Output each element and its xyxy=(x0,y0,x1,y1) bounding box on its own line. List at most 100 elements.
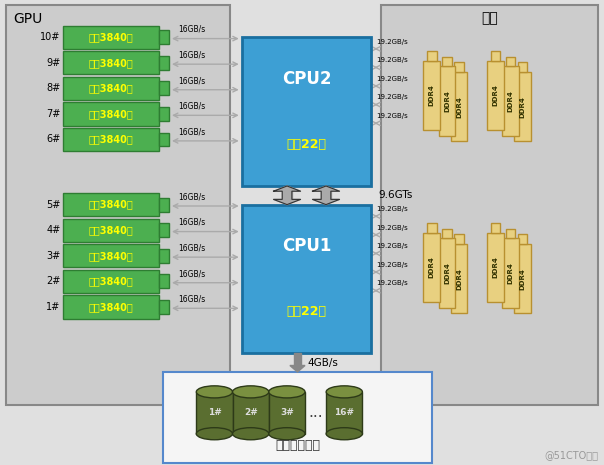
Ellipse shape xyxy=(269,386,305,398)
Text: 19.2GB/s: 19.2GB/s xyxy=(376,57,408,63)
Text: 16GB/s: 16GB/s xyxy=(178,218,205,227)
Bar xyxy=(63,26,158,49)
Text: 最大3840核: 最大3840核 xyxy=(89,251,133,261)
Text: 海量并行存储: 海量并行存储 xyxy=(275,439,320,452)
Text: DDR4: DDR4 xyxy=(492,85,498,106)
Bar xyxy=(63,102,158,126)
Bar xyxy=(163,372,432,463)
Text: 8#: 8# xyxy=(46,83,60,93)
Text: 最大22核: 最大22核 xyxy=(286,305,327,318)
Text: DDR4: DDR4 xyxy=(519,268,525,290)
Bar xyxy=(423,232,440,302)
Bar xyxy=(158,107,169,121)
Text: 3#: 3# xyxy=(46,251,60,261)
Bar xyxy=(502,66,519,136)
Bar xyxy=(487,232,504,302)
Polygon shape xyxy=(294,353,301,365)
Text: 2#: 2# xyxy=(244,408,257,417)
Text: 最大3840核: 最大3840核 xyxy=(89,225,133,235)
Text: 10#: 10# xyxy=(40,32,60,42)
Ellipse shape xyxy=(269,428,305,440)
Text: 9.6GTs: 9.6GTs xyxy=(379,190,413,200)
Polygon shape xyxy=(290,365,305,372)
Text: 19.2GB/s: 19.2GB/s xyxy=(376,225,408,231)
Text: 3#: 3# xyxy=(280,408,294,417)
Text: 最大3840核: 最大3840核 xyxy=(89,32,133,42)
Text: 19.2GB/s: 19.2GB/s xyxy=(376,113,408,119)
Text: 1#: 1# xyxy=(46,302,60,312)
Polygon shape xyxy=(321,191,331,199)
Bar xyxy=(451,72,467,141)
Bar xyxy=(63,77,158,100)
Bar xyxy=(233,392,269,434)
Text: 4GB/s: 4GB/s xyxy=(307,358,338,368)
Bar xyxy=(158,56,169,70)
Bar xyxy=(158,274,169,288)
Bar xyxy=(242,205,371,353)
Bar xyxy=(158,249,169,263)
Bar xyxy=(427,51,437,60)
Bar xyxy=(158,300,169,314)
Polygon shape xyxy=(312,186,339,191)
Bar xyxy=(490,51,500,60)
Bar xyxy=(63,295,158,319)
Bar xyxy=(381,5,598,405)
Bar xyxy=(454,234,464,244)
Bar xyxy=(514,244,531,313)
Bar xyxy=(6,5,230,405)
Text: 最大3840核: 最大3840核 xyxy=(89,134,133,145)
Bar xyxy=(514,72,531,141)
Text: CPU2: CPU2 xyxy=(282,70,331,88)
Text: 最大3840核: 最大3840核 xyxy=(89,83,133,93)
Text: DDR4: DDR4 xyxy=(507,90,513,112)
Text: 6#: 6# xyxy=(46,134,60,145)
Bar xyxy=(63,270,158,293)
Bar xyxy=(427,223,437,232)
Bar xyxy=(506,57,515,66)
Ellipse shape xyxy=(233,428,269,440)
Text: 19.2GB/s: 19.2GB/s xyxy=(376,39,408,45)
Bar xyxy=(158,198,169,212)
Text: 16GB/s: 16GB/s xyxy=(178,295,205,304)
Bar xyxy=(502,238,519,308)
Ellipse shape xyxy=(326,386,362,398)
Text: 最大3840核: 最大3840核 xyxy=(89,58,133,68)
Ellipse shape xyxy=(196,428,233,440)
Text: 19.2GB/s: 19.2GB/s xyxy=(376,280,408,286)
Text: 7#: 7# xyxy=(46,109,60,119)
Bar xyxy=(451,244,467,313)
Text: DDR4: DDR4 xyxy=(519,96,525,118)
Ellipse shape xyxy=(233,386,269,398)
Text: 9#: 9# xyxy=(46,58,60,68)
Text: 最大3840核: 最大3840核 xyxy=(89,199,133,210)
Bar xyxy=(158,30,169,44)
Bar xyxy=(63,128,158,151)
Ellipse shape xyxy=(326,428,362,440)
Bar xyxy=(439,66,455,136)
Text: 最大22核: 最大22核 xyxy=(286,138,327,151)
Text: 16GB/s: 16GB/s xyxy=(178,193,205,201)
Text: 16GB/s: 16GB/s xyxy=(178,269,205,278)
Text: GPU: GPU xyxy=(13,12,42,26)
Bar xyxy=(423,60,440,130)
Text: ...: ... xyxy=(308,405,323,420)
Bar xyxy=(326,392,362,434)
Bar xyxy=(487,60,504,130)
Text: 内存: 内存 xyxy=(481,12,498,26)
Text: 19.2GB/s: 19.2GB/s xyxy=(376,94,408,100)
Text: 最大3840核: 最大3840核 xyxy=(89,109,133,119)
Text: DDR4: DDR4 xyxy=(444,262,450,284)
Polygon shape xyxy=(282,191,292,199)
Bar xyxy=(63,51,158,74)
Bar xyxy=(63,193,158,216)
Bar xyxy=(63,244,158,267)
Bar xyxy=(269,392,305,434)
Bar xyxy=(158,133,169,146)
Text: 最大3840核: 最大3840核 xyxy=(89,276,133,286)
Bar xyxy=(506,229,515,238)
Text: 4#: 4# xyxy=(46,225,60,235)
Bar xyxy=(63,219,158,242)
Text: DDR4: DDR4 xyxy=(429,257,435,279)
Text: 19.2GB/s: 19.2GB/s xyxy=(376,243,408,249)
Bar xyxy=(442,57,452,66)
